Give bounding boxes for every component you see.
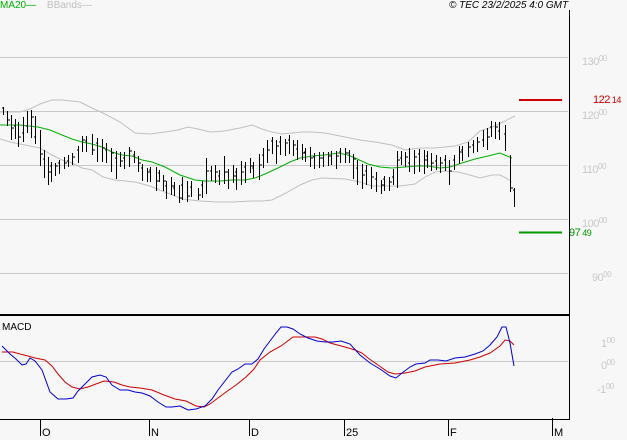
price-label-90: 9000 [592,270,612,284]
macd-label-0: 000 [601,358,615,372]
x-label-2025: 25 [346,427,359,439]
bollinger-bands [0,99,516,203]
x-label-mar: M [554,427,564,439]
ma20-line [0,124,513,182]
price-label-110: 11000 [582,162,606,176]
price-label-130: 13000 [582,54,607,68]
x-axis-ticks [40,420,553,436]
legend-bbands: BBands— [46,0,92,11]
macd-label-minus1: -100 [597,382,614,396]
x-label-oct: O [42,427,51,439]
bb-upper [0,99,516,151]
macd-signal-line [2,336,515,408]
macd-label-1: 100 [601,336,615,350]
x-label-feb: F [450,427,457,439]
ohlc-bars [2,107,515,207]
chart-legend: MA20— BBands— [0,0,92,12]
price-label-100: 10000 [582,216,607,230]
copyright-timestamp: © TEC 23/2/2025 4:0 GMT [449,0,569,11]
x-label-dec: D [251,427,259,439]
price-label-120: 12000 [582,108,607,122]
x-label-nov: N [151,427,159,439]
support-label: 97 49 [569,227,592,239]
macd-line [1,326,515,411]
macd-panel-title: MACD [2,322,32,333]
resistance-label: 122 14 [593,94,621,106]
legend-ma20: MA20— [0,0,37,11]
